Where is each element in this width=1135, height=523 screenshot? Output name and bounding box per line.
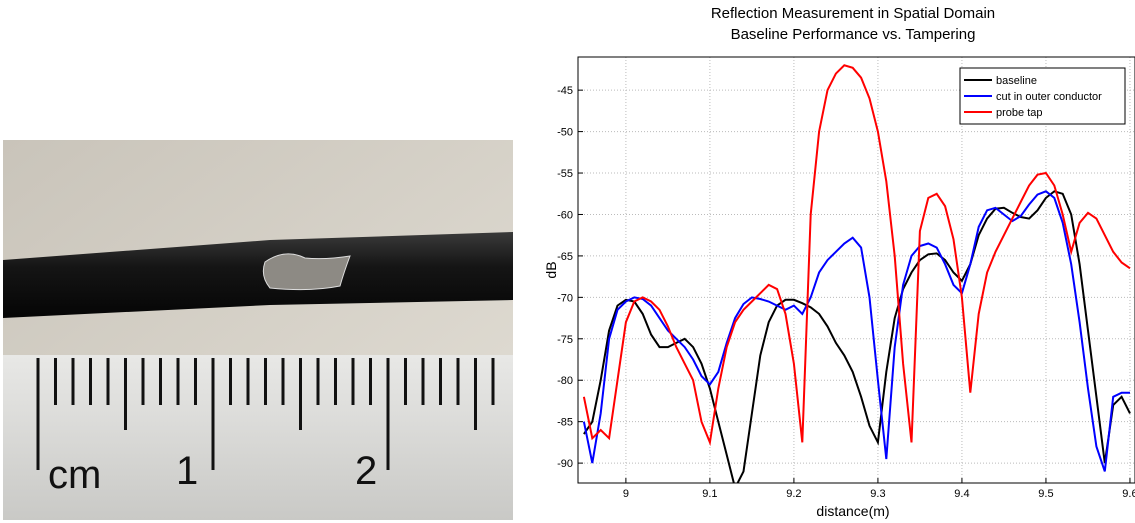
plot-frame [577, 56, 1135, 484]
ruler-ticks [36, 358, 495, 470]
ruler-number: 2 [355, 449, 377, 493]
y-tick-label: -70 [557, 292, 573, 304]
y-tick-label: -75 [557, 334, 573, 346]
legend: baseline cut in outer conductor probe tap [959, 67, 1126, 125]
x-tick-label: 9.3 [870, 488, 885, 500]
legend-label: cut in outer conductor [996, 91, 1102, 103]
x-tick-label: 9.5 [1038, 488, 1053, 500]
x-tick-label: 9 [623, 488, 629, 500]
y-tick-label: -60 [557, 209, 573, 221]
x-tick-label: 9.6 [1122, 488, 1135, 500]
legend-label: baseline [996, 75, 1037, 87]
chart-title: Reflection Measurement in Spatial Domain [711, 5, 995, 22]
x-axis-label: distance(m) [816, 503, 889, 519]
ruler-number: 1 [176, 449, 198, 493]
series-group [582, 64, 1131, 483]
y-tick-label: -50 [557, 127, 573, 139]
chart: -90 -85 -80 -75 -70 -65 -60 -55 -50 -45 9 9.1 9.2 9.3… [557, 56, 1135, 500]
y-tick-label: -65 [557, 251, 573, 263]
line-series [582, 190, 1130, 472]
ruler-unit: cm [48, 453, 101, 497]
y-tick-label: -45 [557, 85, 573, 97]
x-tick-label: 9.2 [786, 488, 801, 500]
cable [3, 232, 513, 318]
y-tick-label: -90 [557, 458, 573, 470]
line-series [582, 64, 1131, 447]
x-tick-label: 9.1 [702, 488, 717, 500]
chart-subtitle: Baseline Performance vs. Tampering [731, 26, 976, 43]
y-axis-label: dB [543, 261, 559, 278]
cable-cut [262, 253, 351, 291]
legend-label: probe tap [996, 107, 1042, 119]
y-tick-label: -55 [557, 168, 573, 180]
photo: cm 1 2 [3, 140, 513, 520]
x-tick-label: 9.4 [954, 488, 969, 500]
y-tick-label: -80 [557, 375, 573, 387]
ruler [3, 355, 513, 520]
y-tick-label: -85 [557, 417, 573, 429]
